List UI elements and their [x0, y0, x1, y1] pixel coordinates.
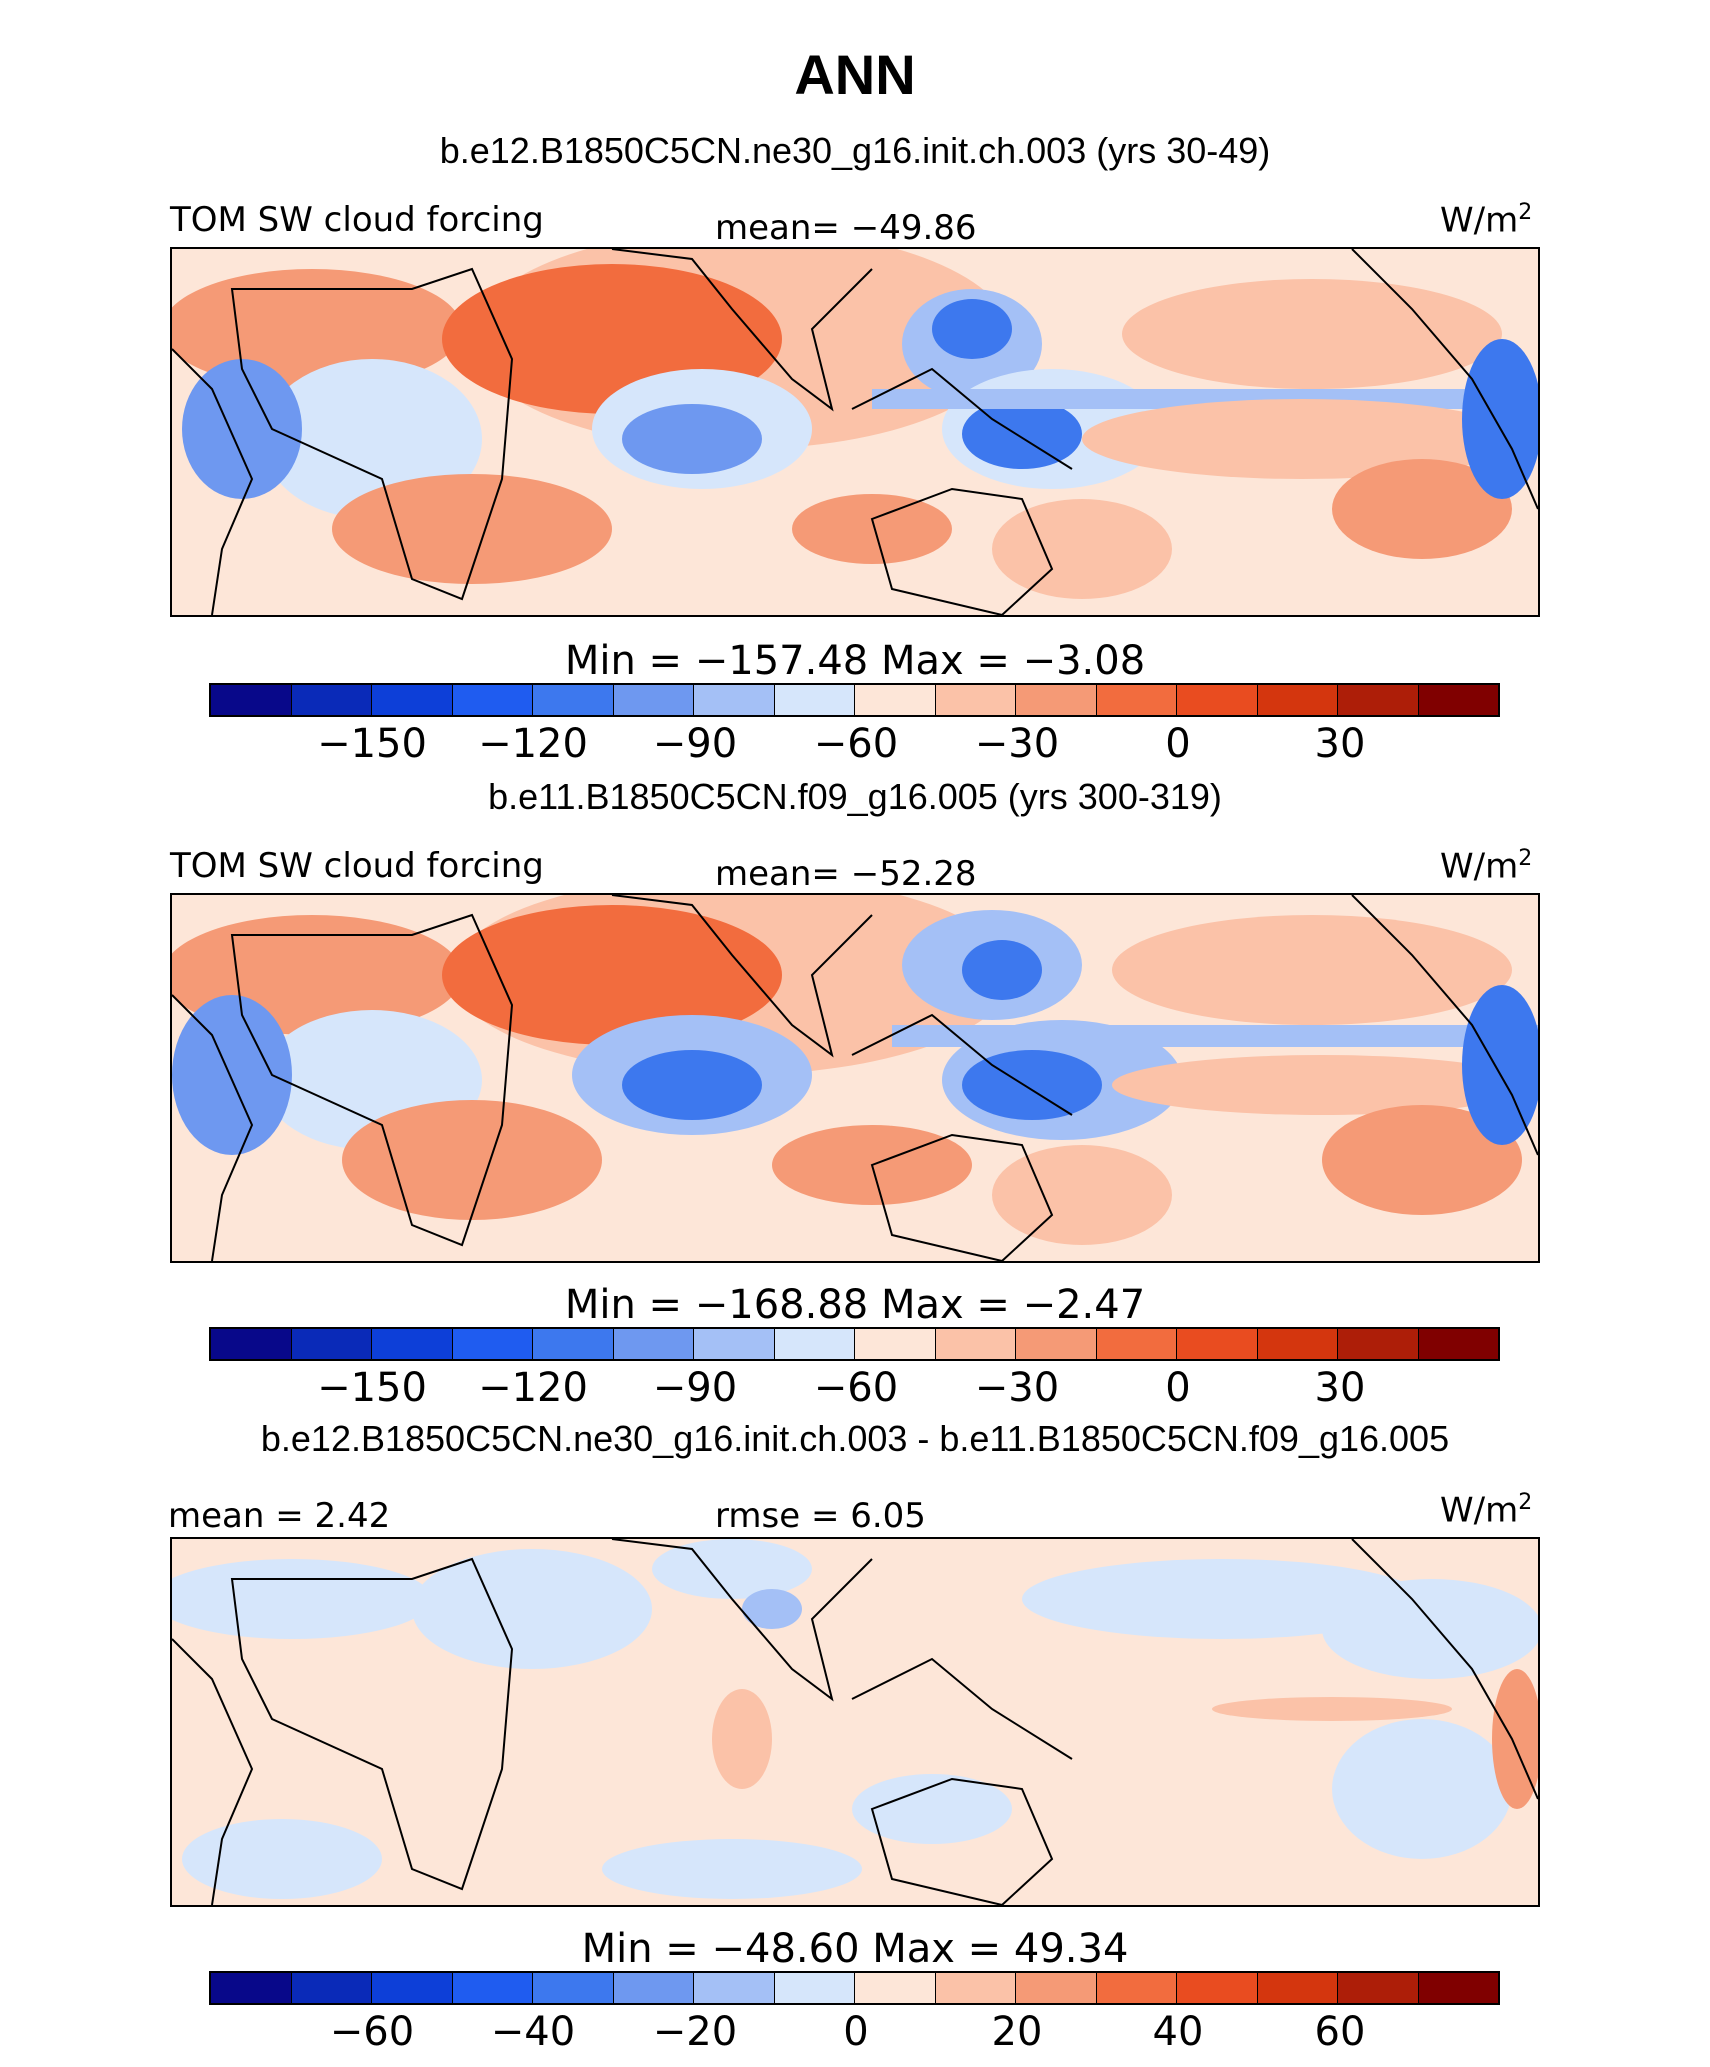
panel-2-colorbar-tick: −120	[478, 1365, 588, 1411]
panel-2-map	[170, 893, 1540, 1263]
panel-2-colorbar-bin	[774, 1329, 855, 1359]
panel-2-mean-label: mean= −52.28	[715, 854, 977, 894]
panel-1-colorbar-tick: −60	[813, 721, 899, 767]
panel-1-colorbar-bin	[1418, 685, 1498, 715]
panel-1-map	[170, 247, 1540, 617]
panel-3-colorbar-tick: 60	[1314, 2009, 1366, 2055]
panel-3-colorbar-tick: −20	[652, 2009, 738, 2055]
panel-3-colorbar-bin	[1177, 1973, 1258, 2003]
panel-3-colorbar-tick: 40	[1152, 2009, 1204, 2055]
panel-3-colorbar-bin	[855, 1973, 936, 2003]
panel-2-colorbar	[209, 1327, 1500, 1361]
panel-1-case-title: b.e12.B1850C5CN.ne30_g16.init.ch.003 (yr…	[439, 130, 1271, 171]
panel-2-colorbar-bin	[1177, 1329, 1258, 1359]
panel-1-colorbar-bin	[372, 685, 453, 715]
panel-3-colorbar-bin	[211, 1973, 292, 2003]
panel-1-colorbar-tick: 30	[1314, 721, 1366, 767]
panel-1-colorbar-bin	[694, 685, 775, 715]
panel-1-colorbar-bin	[452, 685, 533, 715]
panel-3-colorbar-bin	[372, 1973, 453, 2003]
panel-1-colorbar-tick: −90	[652, 721, 738, 767]
panel-3-colorbar-tick: 0	[843, 2009, 869, 2055]
panel-3-colorbar-bin	[1418, 1973, 1498, 2003]
panel-2-colorbar-tick: −90	[652, 1365, 738, 1411]
panel-2-colorbar-tick: −60	[813, 1365, 899, 1411]
panel-3-colorbar-bin	[533, 1973, 614, 2003]
panel-3-colorbar-tick: −60	[329, 2009, 415, 2055]
panel-1-colorbar-bin	[1257, 685, 1338, 715]
panel-2-colorbar-bin	[694, 1329, 775, 1359]
panel-1-colorbar-tick: −30	[974, 721, 1060, 767]
panel-2-colorbar-bin	[452, 1329, 533, 1359]
panel-1-colorbar-bin	[1338, 685, 1419, 715]
panel-3-colorbar	[209, 1971, 1500, 2005]
panel-2-units-label: W/m2	[1440, 846, 1533, 887]
panel-2-colorbar-bin	[1418, 1329, 1498, 1359]
panel-3-colorbar-bin	[1016, 1973, 1097, 2003]
panel-3-colorbar-bin	[935, 1973, 1016, 2003]
panel-2-colorbar-tick: −30	[974, 1365, 1060, 1411]
panel-1-field	[172, 249, 1538, 615]
panel-1-colorbar-bin	[1177, 685, 1258, 715]
panel-3-colorbar-bin	[291, 1973, 372, 2003]
panel-3-colorbar-bin	[452, 1973, 533, 2003]
panel-3-field	[172, 1539, 1538, 1905]
panel-1-colorbar-bin	[211, 685, 292, 715]
panel-2-colorbar-bin	[1096, 1329, 1177, 1359]
main-title: ANN	[794, 43, 916, 106]
panel-3-colorbar-tick: 20	[991, 2009, 1043, 2055]
panel-2-colorbar-tick: −150	[317, 1365, 427, 1411]
panel-3-colorbar-bin	[694, 1973, 775, 2003]
panel-2-colorbar-bin	[1016, 1329, 1097, 1359]
panel-2-case-title: b.e11.B1850C5CN.f09_g16.005 (yrs 300-319…	[488, 776, 1222, 817]
panel-1-colorbar-tick: 0	[1165, 721, 1191, 767]
panel-1-colorbar-bin	[855, 685, 936, 715]
panel-3-colorbar-bin	[774, 1973, 855, 2003]
panel-1-colorbar-tick: −120	[478, 721, 588, 767]
panel-3-units-label: W/m2	[1440, 1490, 1533, 1531]
panel-2-colorbar-tick: 0	[1165, 1365, 1191, 1411]
panel-2-colorbar-bin	[291, 1329, 372, 1359]
panel-3-colorbar-bin	[613, 1973, 694, 2003]
panel-1-units-label: W/m2	[1440, 200, 1533, 241]
panel-3-colorbar-bin	[1338, 1973, 1419, 2003]
panel-2-colorbar-bin	[1338, 1329, 1419, 1359]
panel-3-colorbar-tick: −40	[490, 2009, 576, 2055]
panel-1-colorbar-bin	[1016, 685, 1097, 715]
panel-1-colorbar-tick: −150	[317, 721, 427, 767]
panel-1-colorbar-bin	[935, 685, 1016, 715]
panel-2-colorbar-bin	[855, 1329, 936, 1359]
panel-1-colorbar-bin	[613, 685, 694, 715]
panel-1-minmax-label: Min = −157.48 Max = −3.08	[564, 638, 1146, 684]
panel-2-colorbar-tick: 30	[1314, 1365, 1366, 1411]
panel-2-minmax-label: Min = −168.88 Max = −2.47	[564, 1282, 1146, 1328]
panel-1-colorbar-bin	[291, 685, 372, 715]
panel-2-colorbar-bin	[935, 1329, 1016, 1359]
panel-1-mean-label: mean= −49.86	[715, 208, 977, 248]
panel-2-colorbar-bin	[533, 1329, 614, 1359]
panel-3-minmax-label: Min = −48.60 Max = 49.34	[581, 1926, 1129, 1972]
panel-2-colorbar-bin	[613, 1329, 694, 1359]
panel-2-colorbar-bin	[1257, 1329, 1338, 1359]
panel-3-case-title: b.e12.B1850C5CN.ne30_g16.init.ch.003 - b…	[260, 1418, 1450, 1459]
panel-3-map	[170, 1537, 1540, 1907]
panel-2-variable-label: TOM SW cloud forcing	[170, 846, 544, 886]
panel-3-colorbar-bin	[1096, 1973, 1177, 2003]
panel-1-variable-label: TOM SW cloud forcing	[170, 200, 544, 240]
panel-1-colorbar	[209, 683, 1500, 717]
panel-3-rmse-label: rmse = 6.05	[715, 1496, 926, 1536]
panel-3-colorbar-bin	[1257, 1973, 1338, 2003]
panel-2-colorbar-bin	[211, 1329, 292, 1359]
panel-1-colorbar-bin	[533, 685, 614, 715]
panel-1-colorbar-bin	[1096, 685, 1177, 715]
panel-1-colorbar-bin	[774, 685, 855, 715]
panel-2-colorbar-bin	[372, 1329, 453, 1359]
panel-3-mean-label: mean = 2.42	[168, 1496, 391, 1536]
panel-2-field	[172, 895, 1538, 1261]
